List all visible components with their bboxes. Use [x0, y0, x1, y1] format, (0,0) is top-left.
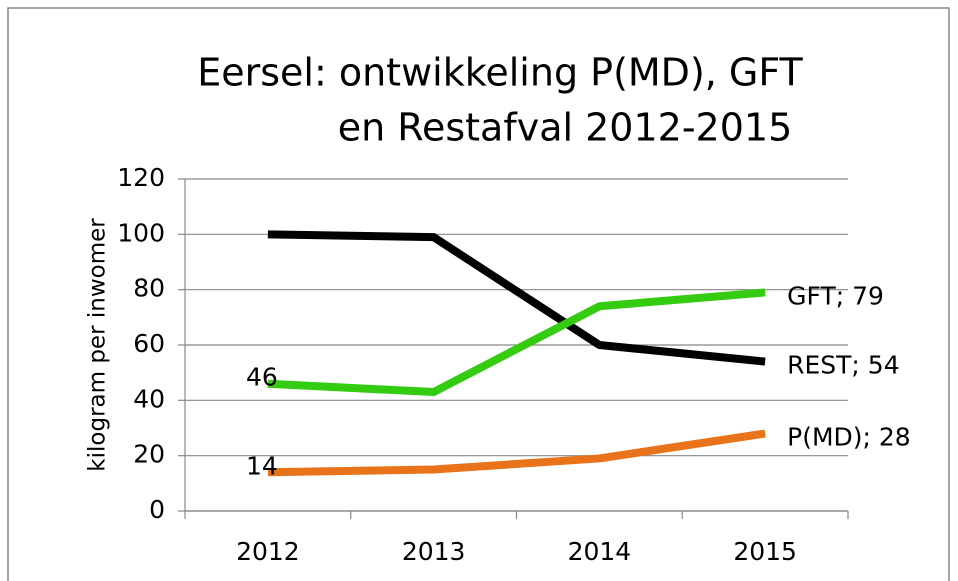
series-line: [267, 230, 766, 366]
data-label: P(MD); 28: [787, 423, 911, 452]
x-tick-label: 2014: [568, 537, 632, 566]
y-tick-label: 40: [133, 384, 165, 413]
data-label: 14: [246, 451, 278, 480]
data-label: 46: [246, 363, 278, 392]
x-tick-label: 2013: [402, 537, 466, 566]
x-tick-label: 2012: [236, 537, 300, 566]
x-tick-label: 2015: [733, 537, 797, 566]
y-tick-label: 20: [133, 440, 165, 469]
data-label: GFT; 79: [787, 281, 884, 310]
series-line: [267, 288, 766, 397]
y-tick-label: 100: [117, 218, 165, 247]
chart-title: Eersel: ontwikkeling P(MD), GFT: [197, 51, 803, 95]
y-tick-label: 0: [149, 495, 165, 524]
y-tick-label: 60: [133, 329, 165, 358]
chart-border: [7, 7, 950, 581]
data-label: REST; 54: [787, 351, 900, 380]
series-line: [267, 429, 766, 477]
y-tick-label: 120: [117, 163, 165, 192]
y-axis-label: kilogram per inwomer: [85, 218, 111, 472]
chart-title: en Restafval 2012-2015: [338, 106, 793, 150]
y-tick-label: 80: [133, 274, 165, 303]
